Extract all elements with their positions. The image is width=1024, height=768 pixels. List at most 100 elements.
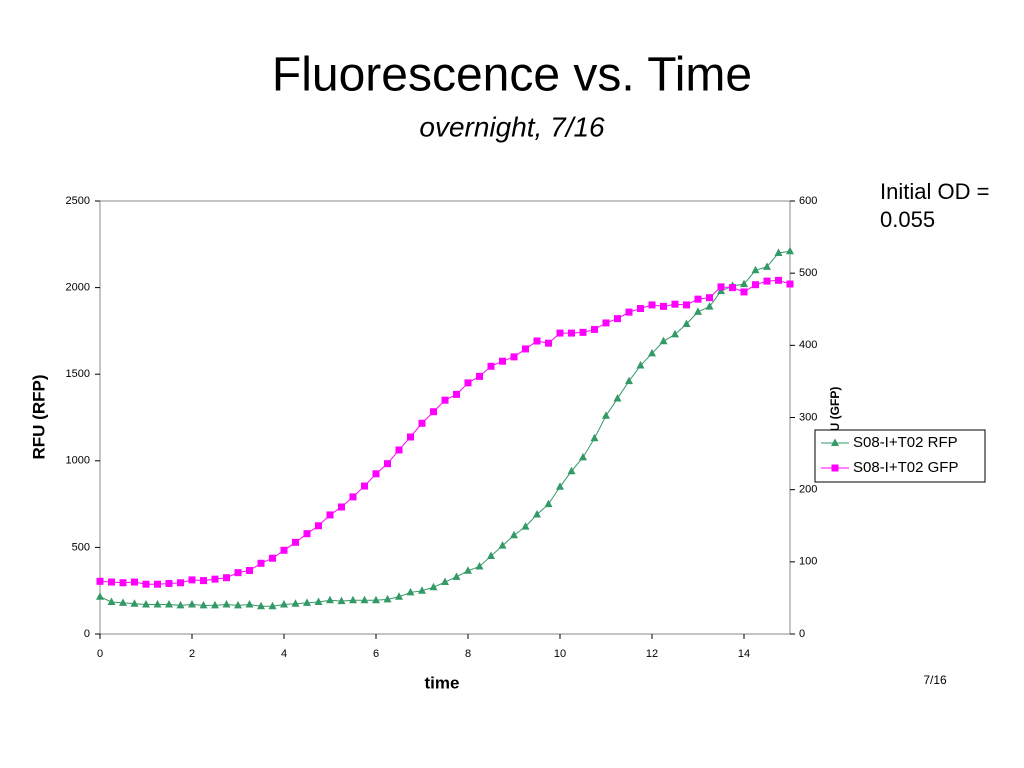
marker [464,379,472,387]
marker [257,601,265,610]
legend-box [814,429,986,483]
marker [752,281,759,289]
marker [533,509,541,518]
y2-tick-label: 300 [799,411,817,423]
chart-title: Fluorescence vs. Time [272,49,752,102]
marker [280,600,288,608]
marker [349,595,357,604]
marker [349,493,357,501]
annotation: Initial OD = 0.055 [880,179,990,232]
marker [694,307,702,315]
x-tick-label: 8 [465,648,471,660]
marker [96,577,104,585]
marker [96,592,104,600]
marker [613,393,622,402]
x-tick-label: 12 [646,648,658,660]
marker [740,288,748,296]
x-tick-label: 4 [281,648,287,660]
marker [372,595,380,604]
marker [223,574,230,582]
marker [406,587,415,596]
y-tick-label: 2000 [66,282,90,294]
marker [441,577,449,586]
marker [395,446,403,454]
marker [257,559,265,567]
marker [407,433,414,441]
y-tick-label: 1000 [66,455,90,467]
marker [372,470,380,478]
marker [315,522,322,530]
y-axis-label: RFU (RFP) [29,375,48,460]
marker [625,308,633,316]
marker [510,353,518,361]
marker [498,541,507,549]
y2-tick-label: 600 [799,195,817,207]
y2-tick-label: 0 [799,628,805,640]
marker [694,295,702,303]
marker [510,530,518,539]
legend-label: S08-I+T02 RFP [853,434,958,451]
marker [142,600,150,608]
y-tick-label: 0 [84,628,90,640]
marker [705,302,714,310]
marker [142,580,150,588]
marker [774,248,783,256]
marker [544,499,553,508]
marker [361,482,368,490]
marker [614,315,621,323]
marker [268,601,277,610]
marker [591,325,598,333]
marker [383,594,392,603]
marker [648,301,656,309]
marker [303,530,311,538]
marker [418,419,426,427]
marker [636,361,645,369]
marker [671,329,679,338]
y2-tick-label: 400 [799,339,817,351]
y-tick-label: 500 [72,541,90,553]
marker [211,575,219,583]
y2-tick-label: 200 [799,484,817,496]
marker [568,329,575,337]
marker [338,503,345,511]
marker [291,599,300,607]
marker [671,300,679,308]
marker [280,546,288,554]
marker [360,595,369,604]
legend-label: S08-I+T02 GFP [853,459,958,476]
y2-tick-label: 500 [799,267,817,279]
x-tick-label: 0 [97,648,103,660]
marker [384,460,391,468]
marker [464,566,472,574]
marker [499,357,506,365]
plot-area [99,200,791,635]
x-tick-label: 10 [554,648,566,660]
marker [337,596,346,605]
marker [740,279,748,288]
marker [430,408,437,416]
marker [637,305,644,313]
marker [245,600,254,608]
y-tick-label: 2500 [66,195,90,207]
marker [533,337,541,345]
marker [269,554,276,562]
marker [763,277,771,285]
marker [556,482,564,490]
marker [246,566,253,574]
marker [602,411,610,419]
marker [625,376,633,385]
marker [130,599,139,607]
marker [165,579,173,587]
marker [211,600,219,609]
marker [751,265,760,274]
marker [487,551,495,560]
marker [429,582,438,591]
marker [660,302,667,310]
marker [234,569,242,577]
marker [395,592,403,600]
marker [234,600,242,609]
marker [200,577,207,585]
x-tick-label: 2 [189,648,195,660]
